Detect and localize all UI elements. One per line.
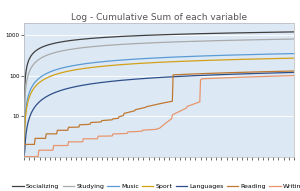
Languages (280, 72, 283, 74)
Sport (22, 155, 26, 158)
Studying (22, 155, 26, 158)
Music (280, 53, 283, 55)
Writing (131, 131, 135, 133)
Line: Socializing: Socializing (24, 32, 294, 157)
Socializing (79, 38, 83, 40)
Socializing (131, 35, 135, 37)
Socializing (292, 31, 296, 33)
Sport (280, 57, 283, 60)
Languages (22, 155, 26, 158)
Sport (292, 57, 296, 59)
Line: Music: Music (24, 54, 294, 157)
Socializing (254, 31, 257, 34)
Music (79, 63, 83, 66)
Music (22, 155, 26, 158)
Sport (131, 63, 135, 65)
Line: Languages: Languages (24, 72, 294, 157)
Sport (79, 68, 83, 70)
Writing (280, 75, 283, 77)
Writing (254, 76, 257, 78)
Languages (254, 72, 257, 75)
Sport (254, 58, 257, 60)
Sport (130, 63, 134, 65)
Line: Sport: Sport (24, 58, 294, 157)
Socializing (280, 31, 283, 33)
Music (130, 58, 134, 61)
Socializing (96, 37, 100, 39)
Socializing (22, 155, 26, 158)
Reading (96, 121, 100, 123)
Music (131, 58, 135, 60)
Languages (292, 71, 296, 74)
Studying (96, 45, 100, 47)
Writing (79, 141, 83, 143)
Writing (292, 74, 296, 77)
Studying (131, 43, 135, 45)
Socializing (130, 35, 134, 37)
Languages (96, 82, 100, 84)
Music (96, 61, 100, 63)
Languages (130, 78, 134, 81)
Reading (292, 70, 296, 72)
Studying (130, 43, 134, 45)
Line: Writing: Writing (24, 76, 294, 157)
Reading (254, 71, 257, 73)
Line: Reading: Reading (24, 71, 294, 144)
Line: Studying: Studying (24, 39, 294, 157)
Reading (79, 124, 83, 126)
Writing (130, 131, 134, 133)
Legend: Socializing, Studying, Music, Sport, Languages, Reading, Writing: Socializing, Studying, Music, Sport, Lan… (12, 184, 300, 189)
Studying (280, 38, 283, 40)
Reading (22, 143, 26, 146)
Reading (130, 110, 134, 113)
Reading (131, 110, 135, 112)
Writing (22, 155, 26, 158)
Sport (96, 66, 100, 68)
Languages (131, 78, 135, 80)
Writing (96, 135, 100, 137)
Music (292, 53, 296, 55)
Studying (292, 38, 296, 40)
Title: Log - Cumulative Sum of each variable: Log - Cumulative Sum of each variable (71, 13, 247, 22)
Reading (280, 70, 283, 72)
Studying (254, 39, 257, 41)
Studying (79, 47, 83, 49)
Music (254, 53, 257, 56)
Languages (79, 84, 83, 87)
